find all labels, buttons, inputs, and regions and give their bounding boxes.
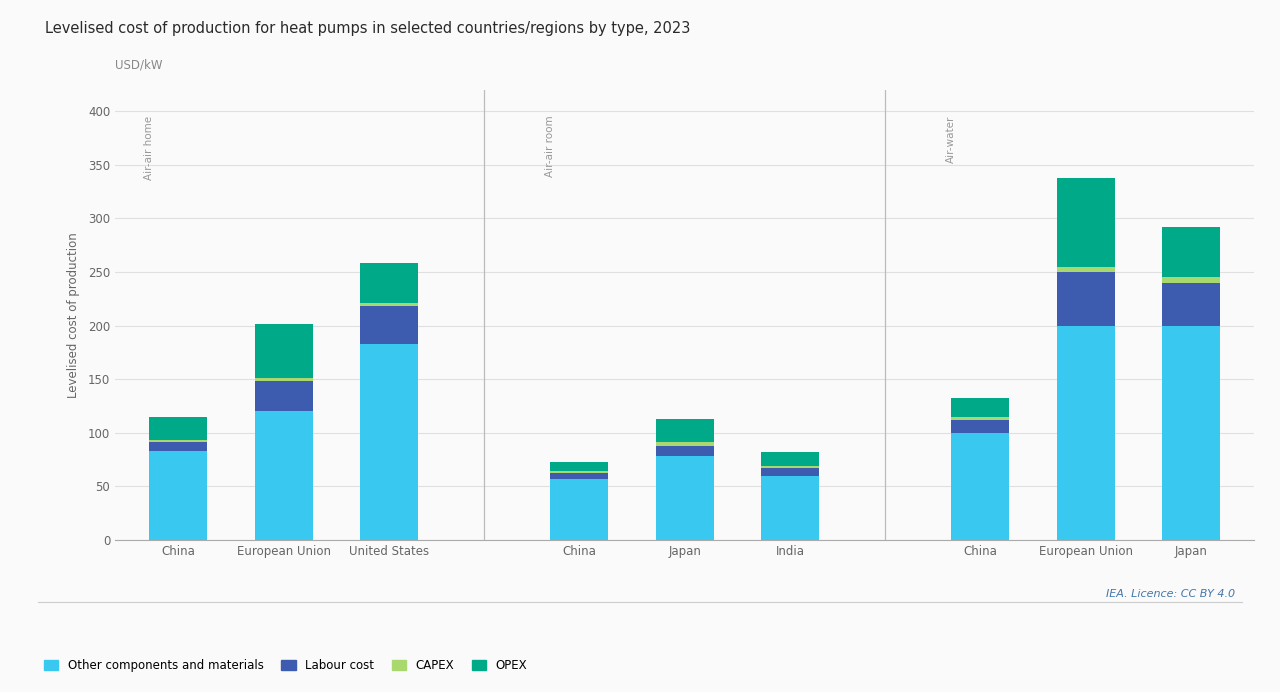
Bar <box>655 456 714 540</box>
Bar <box>150 440 207 442</box>
Text: USD/kW: USD/kW <box>115 59 163 72</box>
Bar <box>550 473 608 479</box>
Bar <box>150 442 207 451</box>
Bar <box>361 303 419 307</box>
Bar <box>255 411 314 540</box>
Legend: Other components and materials, Labour cost, CAPEX, OPEX: Other components and materials, Labour c… <box>45 659 527 672</box>
Bar <box>255 325 314 378</box>
Bar <box>762 466 819 468</box>
Bar <box>951 420 1009 432</box>
Bar <box>951 399 1009 417</box>
Bar <box>762 475 819 540</box>
Bar <box>255 381 314 411</box>
Bar <box>1056 272 1115 325</box>
Bar <box>655 446 714 456</box>
Bar <box>1162 283 1220 325</box>
Text: Air-air room: Air-air room <box>545 116 554 177</box>
Bar <box>762 468 819 475</box>
Bar <box>762 452 819 466</box>
Bar <box>255 378 314 381</box>
Bar <box>550 471 608 473</box>
Bar <box>951 432 1009 540</box>
Bar <box>361 344 419 540</box>
Bar <box>550 462 608 471</box>
Bar <box>951 417 1009 420</box>
Text: IEA. Licence: CC BY 4.0: IEA. Licence: CC BY 4.0 <box>1106 589 1235 599</box>
Bar <box>1162 277 1220 283</box>
Bar <box>655 442 714 446</box>
Text: Levelised cost of production for heat pumps in selected countries/regions by typ: Levelised cost of production for heat pu… <box>45 21 690 36</box>
Bar <box>1056 325 1115 540</box>
Text: Air-water: Air-water <box>946 116 956 163</box>
Bar <box>361 264 419 303</box>
Y-axis label: Levelised cost of production: Levelised cost of production <box>67 232 79 398</box>
Bar <box>1162 227 1220 277</box>
Bar <box>655 419 714 442</box>
Bar <box>150 451 207 540</box>
Bar <box>1056 178 1115 266</box>
Bar <box>361 307 419 344</box>
Bar <box>550 479 608 540</box>
Bar <box>1162 325 1220 540</box>
Bar <box>1056 266 1115 272</box>
Bar <box>150 417 207 440</box>
Text: Air-air home: Air-air home <box>143 116 154 180</box>
